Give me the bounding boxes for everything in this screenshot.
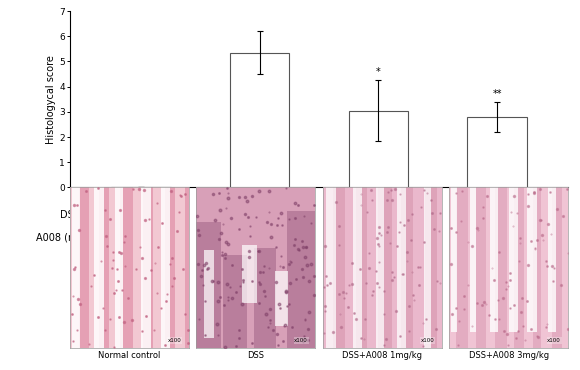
Bar — [353, 188, 361, 348]
Bar — [467, 117, 527, 188]
Bar — [470, 188, 476, 332]
Bar — [223, 255, 248, 348]
Bar — [276, 271, 288, 326]
Text: +: + — [256, 211, 264, 221]
Text: 3: 3 — [494, 233, 500, 243]
Bar — [476, 188, 487, 348]
Text: *: * — [376, 67, 380, 77]
Bar — [397, 188, 405, 348]
Text: x100: x100 — [420, 338, 434, 343]
Bar — [376, 188, 384, 348]
Text: -: - — [139, 211, 143, 221]
Bar — [99, 188, 108, 348]
Bar — [165, 188, 175, 348]
Text: 1: 1 — [375, 233, 382, 243]
X-axis label: DSS+A008 1mg/kg: DSS+A008 1mg/kg — [342, 351, 422, 360]
Bar — [254, 248, 276, 348]
Y-axis label: Histologycal score: Histologycal score — [46, 55, 56, 144]
Bar — [356, 188, 367, 348]
Bar — [333, 188, 345, 348]
X-axis label: DSS: DSS — [247, 351, 264, 360]
Bar — [230, 53, 289, 188]
Bar — [424, 188, 431, 348]
Bar — [491, 188, 498, 332]
Text: +: + — [493, 211, 501, 221]
Bar — [527, 188, 536, 332]
Bar — [143, 188, 153, 348]
Bar — [495, 188, 507, 348]
Bar — [192, 222, 221, 348]
Bar — [161, 188, 170, 348]
Text: A008 (mg/kg): A008 (mg/kg) — [37, 233, 103, 243]
Text: x100: x100 — [168, 338, 182, 343]
Bar — [326, 188, 336, 348]
Bar — [79, 188, 89, 348]
X-axis label: DSS+A008 3mg/kg: DSS+A008 3mg/kg — [469, 351, 549, 360]
Text: **: ** — [492, 89, 502, 99]
Bar — [141, 188, 151, 348]
Bar — [242, 245, 257, 303]
Bar — [509, 188, 517, 332]
Bar — [185, 188, 198, 348]
Bar — [552, 188, 561, 348]
Text: 0: 0 — [256, 233, 263, 243]
Bar — [349, 111, 408, 188]
Bar — [204, 250, 215, 338]
Bar — [425, 188, 437, 348]
Bar — [115, 188, 122, 348]
Text: +: + — [374, 211, 382, 221]
Bar — [548, 188, 556, 332]
Bar — [95, 188, 104, 348]
X-axis label: Normal control: Normal control — [98, 351, 161, 360]
Text: x100: x100 — [294, 338, 308, 343]
Bar — [401, 188, 413, 348]
Bar — [287, 211, 317, 348]
Bar — [456, 188, 467, 348]
Text: x100: x100 — [547, 338, 561, 343]
Bar — [72, 188, 81, 348]
Text: DSS: DSS — [60, 211, 79, 221]
Bar — [514, 188, 524, 348]
Bar — [533, 188, 541, 348]
Bar — [120, 188, 133, 348]
Bar — [378, 188, 392, 348]
Text: 0: 0 — [138, 233, 144, 243]
Bar — [451, 188, 457, 332]
